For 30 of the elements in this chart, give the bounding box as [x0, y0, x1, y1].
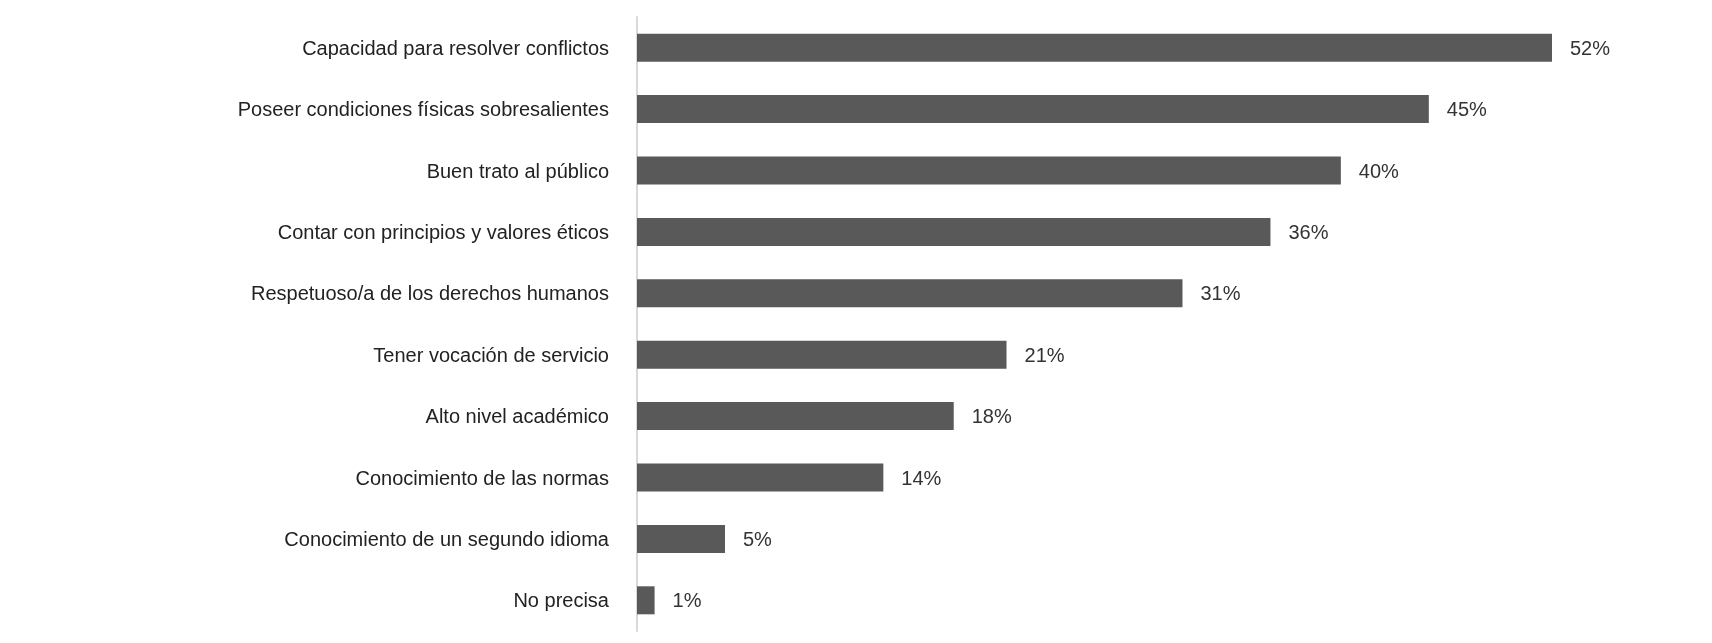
- data-label: 1%: [672, 589, 702, 612]
- bar: [637, 95, 1429, 124]
- y-tick-label: Buen trato al público: [426, 159, 609, 182]
- data-label: 45%: [1446, 98, 1488, 121]
- bar: [637, 586, 655, 615]
- bar: [637, 217, 1271, 246]
- bar: [637, 279, 1183, 308]
- data-label: 36%: [1288, 220, 1329, 243]
- y-tick-label: Alto nivel académico: [425, 405, 609, 428]
- bar: [637, 463, 884, 492]
- bar: [637, 156, 1341, 185]
- bar: [637, 340, 1007, 369]
- y-tick-label: Poseer condiciones físicas sobresalientes: [237, 98, 609, 121]
- data-label: 18%: [971, 405, 1012, 428]
- bar: [637, 524, 725, 553]
- y-tick-label: Contar con principios y valores éticos: [277, 220, 609, 243]
- y-tick-label: Conocimiento de las normas: [355, 466, 609, 489]
- data-label: 52%: [1570, 36, 1611, 59]
- y-tick-label: No precisa: [513, 589, 610, 612]
- data-label: 31%: [1200, 282, 1241, 305]
- bar: [637, 402, 954, 431]
- y-tick-label: Respetuoso/a de los derechos humanos: [250, 282, 609, 305]
- y-tick-label: Conocimiento de un segundo idioma: [284, 527, 610, 550]
- data-label: 21%: [1024, 343, 1065, 366]
- data-label: 40%: [1358, 159, 1400, 182]
- data-label: 5%: [742, 527, 773, 550]
- y-tick-label: Tener vocación de servicio: [373, 343, 609, 366]
- y-tick-label: Capacidad para resolver conflictos: [302, 36, 609, 59]
- bar: [637, 33, 1552, 62]
- data-label: 14%: [901, 466, 942, 489]
